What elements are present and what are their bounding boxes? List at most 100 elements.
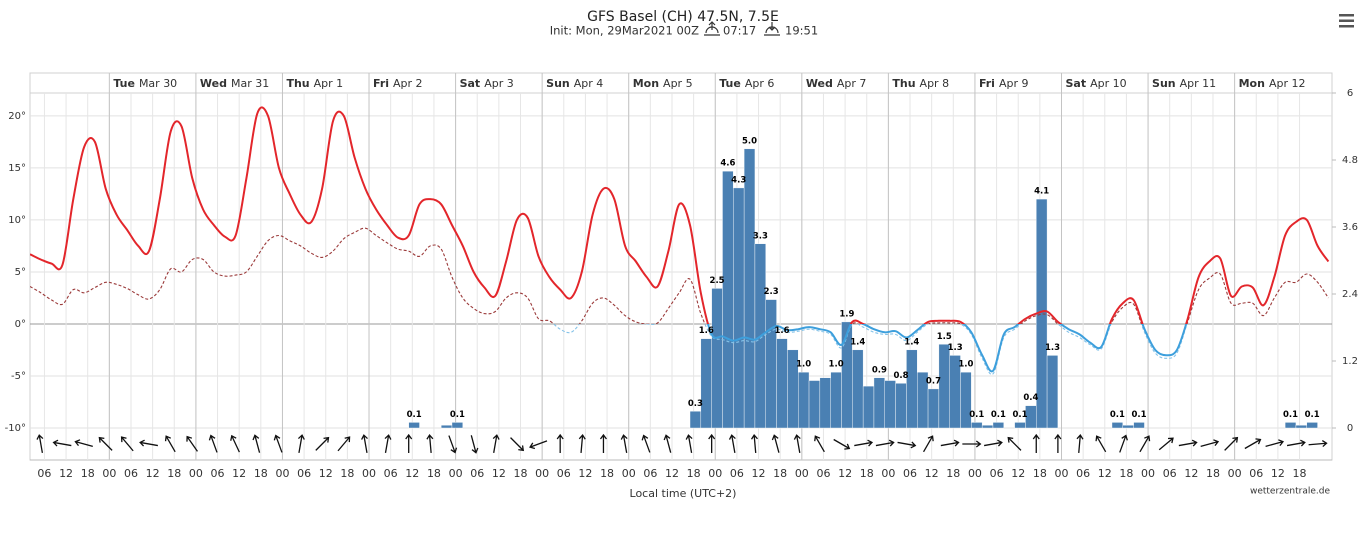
precip-bar — [830, 371, 842, 429]
x-tick-label: 00 — [1055, 467, 1069, 480]
precip-bar — [819, 377, 831, 429]
wind-arrow — [120, 436, 134, 452]
precip-label: 0.1 — [450, 410, 465, 420]
precip-label: 0.1 — [969, 410, 984, 420]
wind-arrow — [139, 439, 158, 447]
precip-bar — [1111, 422, 1124, 429]
x-tick-label: 18 — [773, 467, 787, 480]
precip-label: 1.9 — [839, 309, 854, 319]
x-tick-label: 00 — [362, 467, 376, 480]
chart-subtitle: Init: Mon, 29Mar2021 00Z — [550, 24, 699, 38]
wind-arrow — [1054, 433, 1062, 453]
day-weekday: Tue — [719, 77, 741, 90]
day-weekday: Wed — [200, 77, 227, 90]
precip-bar — [981, 425, 994, 429]
wind-arrow — [74, 439, 93, 447]
precip-label: 1.6 — [699, 326, 714, 336]
wind-arrow — [833, 438, 851, 450]
precip-label: 0.1 — [991, 410, 1006, 420]
precip-bar — [776, 338, 788, 429]
precip-bar — [408, 422, 420, 429]
wind-arrow — [962, 440, 982, 448]
wind-arrow — [578, 433, 586, 454]
x-tick-label: 06 — [557, 467, 571, 480]
wind-arrow — [1200, 439, 1220, 447]
precip-bar — [711, 288, 723, 429]
x-tick-label: 12 — [578, 467, 592, 480]
day-weekday: Sun — [546, 77, 570, 90]
wind-arrow — [556, 433, 564, 453]
x-tick-label: 18 — [1206, 467, 1220, 480]
day-date: Apr 12 — [1269, 77, 1306, 90]
x-tick-label: 18 — [1119, 467, 1133, 480]
day-date: Apr 5 — [663, 77, 693, 90]
x-tick-label: 00 — [622, 467, 636, 480]
x-tick-label: 06 — [816, 467, 830, 480]
sunrise-time: 07:17 — [723, 24, 756, 38]
precip-bar — [1284, 422, 1297, 429]
wind-arrow — [771, 434, 780, 453]
precip-label: 1.4 — [850, 337, 865, 347]
day-weekday: Tue — [113, 77, 135, 90]
precip-bar — [1306, 422, 1318, 429]
y2-tick-label: 0 — [1347, 423, 1353, 434]
day-label: Sun Apr 4 — [546, 77, 603, 90]
sunrise-icon — [704, 21, 720, 36]
precip-bar — [992, 422, 1004, 429]
day-weekday: Mon — [633, 77, 659, 90]
precip-bar — [798, 371, 810, 429]
wind-arrow — [361, 434, 368, 453]
lines-layer — [30, 106, 1330, 376]
precip-bar — [960, 371, 972, 429]
x-tick-label: 12 — [146, 467, 160, 480]
day-date: Apr 11 — [1180, 77, 1217, 90]
wind-arrow — [1032, 433, 1040, 453]
y2-tick-label: 3.6 — [1342, 222, 1358, 233]
day-label: Thu Apr 8 — [892, 77, 949, 90]
plot-frame — [29, 72, 1333, 461]
wind-arrow — [405, 433, 413, 453]
y2-tick-label: 6 — [1347, 88, 1353, 99]
wind-arrow — [208, 434, 218, 453]
x-tick-label: 12 — [1184, 467, 1198, 480]
precip-label: 1.3 — [1045, 343, 1060, 353]
x-tick-label: 18 — [1033, 467, 1047, 480]
day-weekday: Wed — [806, 77, 833, 90]
y2-tick-label: 2.4 — [1342, 289, 1358, 300]
day-label: Sun Apr 11 — [1152, 77, 1216, 90]
day-weekday: Fri — [373, 77, 389, 90]
wind-arrow — [36, 434, 44, 453]
day-weekday: Fri — [979, 77, 995, 90]
x-tick-label: 12 — [665, 467, 679, 480]
precip-label: 0.1 — [1132, 410, 1147, 420]
day-label: Fri Apr 9 — [979, 77, 1029, 90]
precip-bar — [852, 349, 864, 429]
x-tick-label: 06 — [730, 467, 744, 480]
y-tick-label: -10° — [5, 423, 26, 434]
x-tick-label: 00 — [708, 467, 722, 480]
x-tick-label: 06 — [1249, 467, 1263, 480]
x-tick-label: 00 — [881, 467, 895, 480]
wind-arrow — [1095, 435, 1107, 453]
precip-bar — [1122, 425, 1134, 429]
day-date: Apr 7 — [837, 77, 867, 90]
day-label: Mon Apr 5 — [633, 77, 693, 90]
wind-arrow — [1007, 436, 1022, 451]
menu-button[interactable] — [1339, 14, 1354, 28]
day-weekday: Thu — [892, 77, 915, 90]
wind-arrow — [448, 435, 458, 454]
wind-arrow — [1244, 438, 1262, 450]
wind-arrow — [230, 434, 240, 453]
day-label: Mon Apr 12 — [1239, 77, 1306, 90]
x-tick-label: 06 — [297, 467, 311, 480]
y2-tick-label: 4.8 — [1342, 155, 1358, 166]
wind-arrow — [708, 433, 716, 453]
precip-label: 2.3 — [764, 287, 779, 297]
precip-label: 0.4 — [1023, 393, 1038, 403]
wind-arrow — [98, 436, 113, 451]
x-tick-label: 00 — [102, 467, 116, 480]
precip-bar — [689, 411, 702, 429]
day-weekday: Sat — [460, 77, 481, 90]
wind-arrow — [1178, 439, 1198, 447]
x-tick-label: 18 — [514, 467, 528, 480]
